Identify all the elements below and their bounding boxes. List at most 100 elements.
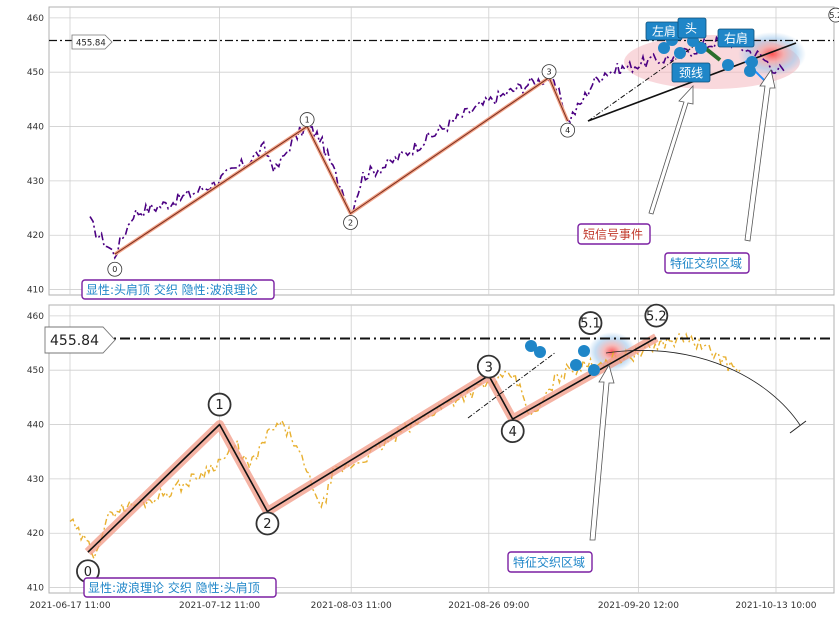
wave-label-0: 0 bbox=[112, 265, 117, 274]
wave-label-2: 2 bbox=[348, 218, 353, 227]
wave-marker-3 bbox=[476, 354, 501, 379]
feature-zone-arrow-bottom bbox=[589, 363, 615, 541]
top-y-ticks: 410 420 430 440 450 460 bbox=[27, 14, 44, 296]
bottom-caption: 显性:波浪理论 交织 隐性:头肩顶 bbox=[83, 577, 277, 598]
wave-marker-1 bbox=[207, 392, 232, 417]
hs-point bbox=[744, 65, 756, 77]
wave-label-1: 1 bbox=[305, 115, 310, 124]
hs-point bbox=[525, 340, 537, 352]
svg-text:特征交织区域: 特征交织区域 bbox=[513, 555, 585, 570]
feature-zone-label-bottom: 特征交织区域 bbox=[507, 551, 593, 573]
wave-marker-2 bbox=[343, 215, 358, 230]
top-wave-line bbox=[114, 77, 569, 255]
feature-zone-label-top: 特征交织区域 bbox=[664, 252, 750, 274]
svg-text:特征交织区域: 特征交织区域 bbox=[670, 256, 742, 271]
y-tick-label: 420 bbox=[27, 529, 44, 539]
x-axis-ticks: 2021-06-17 11:00 2021-07-12 11:00 2021-08-… bbox=[29, 601, 816, 611]
wave-label-2: 2 bbox=[263, 517, 271, 532]
wave-marker-0 bbox=[107, 261, 123, 277]
bottom-hline-value: 455.84 bbox=[50, 333, 99, 349]
svg-text:颈线: 颈线 bbox=[679, 66, 703, 80]
top-wave-halo bbox=[113, 75, 570, 256]
bottom-y-ticks: 410 420 430 440 450 460 bbox=[27, 312, 44, 594]
head-label: 头 bbox=[677, 17, 707, 39]
wave-marker-1 bbox=[299, 112, 315, 127]
y-tick-label: 440 bbox=[27, 123, 44, 133]
bottom-wave-line bbox=[87, 336, 657, 553]
hs-point bbox=[746, 56, 758, 68]
y-tick-label: 410 bbox=[27, 584, 44, 594]
wave-marker-2 bbox=[255, 511, 280, 536]
top-panel: 410 420 430 440 450 460 455.84 0 1 2 3 4 5.2 左肩 bbox=[27, 6, 839, 300]
hs-point bbox=[658, 42, 670, 54]
bottom-wave-halo bbox=[84, 333, 659, 556]
x-tick-label: 2021-10-13 10:00 bbox=[735, 601, 816, 611]
svg-text:短信号事件: 短信号事件 bbox=[583, 228, 643, 242]
short-signal-label: 短信号事件 bbox=[577, 223, 651, 245]
wave-label-3: 3 bbox=[485, 360, 493, 375]
wave-label-5.1: 5.1 bbox=[580, 317, 601, 332]
x-tick-label: 2021-08-03 11:00 bbox=[311, 601, 392, 611]
wave-label-1: 1 bbox=[215, 398, 223, 413]
y-tick-label: 460 bbox=[27, 312, 44, 322]
wave-marker-3 bbox=[541, 64, 557, 80]
bottom-projection-arc bbox=[605, 350, 801, 426]
y-tick-label: 460 bbox=[27, 14, 44, 24]
top-wave-labels: 0 1 2 3 4 5.2 bbox=[107, 7, 839, 277]
x-tick-label: 2021-09-20 12:00 bbox=[598, 601, 679, 611]
x-tick-label: 2021-07-12 11:00 bbox=[179, 601, 260, 611]
y-tick-label: 430 bbox=[27, 177, 44, 187]
svg-text:显性:波浪理论 交织 隐性:头肩顶: 显性:波浪理论 交织 隐性:头肩顶 bbox=[88, 580, 260, 595]
top-caption: 显性:头肩顶 交织 隐性:波浪理论 bbox=[81, 279, 275, 300]
wave-marker-4 bbox=[560, 122, 576, 138]
bottom-projection-tick bbox=[789, 420, 807, 434]
bottom-price-line bbox=[69, 331, 741, 561]
y-tick-label: 450 bbox=[27, 68, 44, 78]
svg-text:头: 头 bbox=[685, 22, 697, 36]
wave-marker-5.2 bbox=[828, 7, 839, 23]
feature-zone-arrow-top bbox=[744, 69, 776, 242]
wave-label-4: 4 bbox=[565, 126, 570, 135]
left-shoulder-label: 左肩 bbox=[645, 21, 683, 41]
y-tick-label: 420 bbox=[27, 231, 44, 241]
wave-marker-5.2 bbox=[644, 303, 669, 328]
hs-point bbox=[588, 364, 600, 376]
neckline-label: 颈线 bbox=[671, 62, 711, 83]
right-shoulder-label: 右肩 bbox=[717, 28, 755, 48]
hs-point bbox=[578, 345, 590, 357]
bottom-hs-points bbox=[525, 340, 600, 376]
y-tick-label: 430 bbox=[27, 475, 44, 485]
top-price-line bbox=[89, 35, 786, 260]
svg-text:显性:头肩顶 交织 隐性:波浪理论: 显性:头肩顶 交织 隐性:波浪理论 bbox=[86, 282, 258, 297]
y-tick-label: 410 bbox=[27, 286, 44, 296]
wave-marker-5.1 bbox=[578, 311, 603, 335]
hs-point bbox=[534, 346, 546, 358]
svg-text:左肩: 左肩 bbox=[652, 24, 676, 39]
hs-point bbox=[722, 59, 734, 71]
hs-point bbox=[674, 47, 686, 59]
bottom-signal-dash bbox=[467, 351, 557, 419]
bottom-plot-frame bbox=[48, 304, 835, 594]
bottom-wave-labels: 0 1 2 3 4 5.1 5.2 bbox=[76, 303, 669, 584]
wave-label-5.2: 5.2 bbox=[829, 11, 839, 20]
x-tick-label: 2021-08-26 09:00 bbox=[448, 601, 529, 611]
short-signal-arrow bbox=[648, 84, 694, 215]
hs-point bbox=[570, 359, 582, 371]
y-tick-label: 450 bbox=[27, 366, 44, 376]
top-hline-label: 455.84 bbox=[71, 34, 113, 50]
hs-point bbox=[695, 42, 707, 54]
top-hline-value: 455.84 bbox=[76, 39, 106, 49]
wave-label-5.2: 5.2 bbox=[646, 309, 667, 324]
top-plot-frame bbox=[48, 6, 835, 296]
wave-label-0: 0 bbox=[84, 565, 92, 580]
wave-label-4: 4 bbox=[509, 425, 517, 440]
bottom-grid bbox=[49, 305, 834, 593]
x-tick-label: 2021-06-17 11:00 bbox=[29, 601, 110, 611]
svg-text:右肩: 右肩 bbox=[724, 31, 748, 46]
y-tick-label: 440 bbox=[27, 421, 44, 431]
wave-label-3: 3 bbox=[547, 68, 552, 77]
wave-marker-4 bbox=[500, 419, 525, 444]
